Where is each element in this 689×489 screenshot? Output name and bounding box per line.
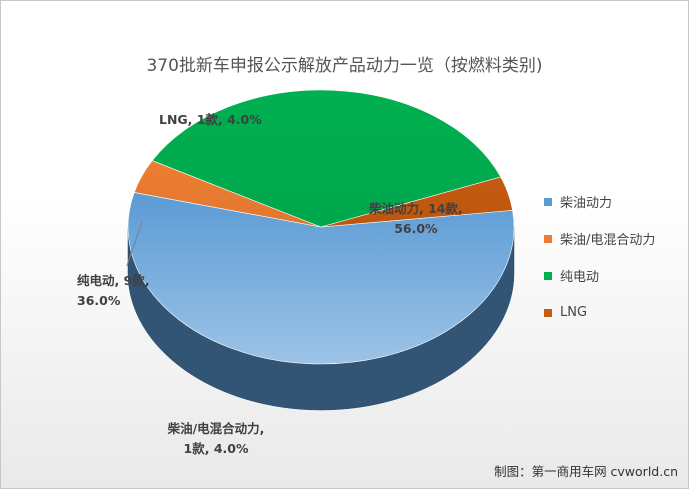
legend-item-diesel: 柴油动力	[544, 189, 655, 214]
legend: 柴油动力 柴油/电混合动力 纯电动 LNG	[544, 189, 655, 337]
legend-item-lng: LNG	[544, 300, 655, 325]
data-label-electric: 纯电动, 9款, 36.0%	[77, 271, 150, 311]
data-label-diesel-line2: 56.0%	[394, 221, 438, 236]
pie-slice-electric	[151, 89, 502, 228]
legend-label-hybrid: 柴油/电混合动力	[560, 233, 656, 248]
data-label-electric-line2: 36.0%	[77, 293, 121, 308]
data-label-hybrid-line2: 1款, 4.0%	[183, 441, 249, 456]
chart-title: 370批新车申报公示解放产品动力一览（按燃料类别)	[146, 56, 543, 76]
data-label-lng: LNG, 1款, 4.0%	[159, 110, 262, 130]
data-label-diesel: 柴油动力, 14款, 56.0%	[369, 199, 463, 239]
legend-swatch-diesel	[544, 197, 552, 206]
pie-slice-diesel	[127, 192, 515, 365]
legend-swatch-hybrid	[544, 234, 552, 243]
data-label-hybrid-line1: 柴油/电混合动力,	[167, 421, 265, 436]
data-label-electric-line1: 纯电动, 9款,	[77, 273, 150, 288]
data-label-hybrid: 柴油/电混合动力, 1款, 4.0%	[151, 419, 281, 459]
legend-label-electric: 纯电动	[560, 270, 600, 285]
legend-item-electric: 纯电动	[544, 263, 655, 288]
pie-slice-lng	[320, 176, 513, 228]
legend-label-diesel: 柴油动力	[560, 196, 613, 211]
legend-label-lng: LNG	[560, 305, 588, 320]
data-label-diesel-line1: 柴油动力, 14款,	[369, 201, 463, 216]
legend-item-hybrid: 柴油/电混合动力	[544, 226, 655, 251]
data-label-lng-line1: LNG, 1款, 4.0%	[159, 112, 262, 127]
legend-swatch-electric	[544, 271, 552, 280]
leader-line-hybrid	[126, 221, 143, 267]
chart-credit: 制图：第一商用车网 cvworld.cn	[494, 464, 678, 479]
legend-swatch-lng	[544, 308, 552, 317]
